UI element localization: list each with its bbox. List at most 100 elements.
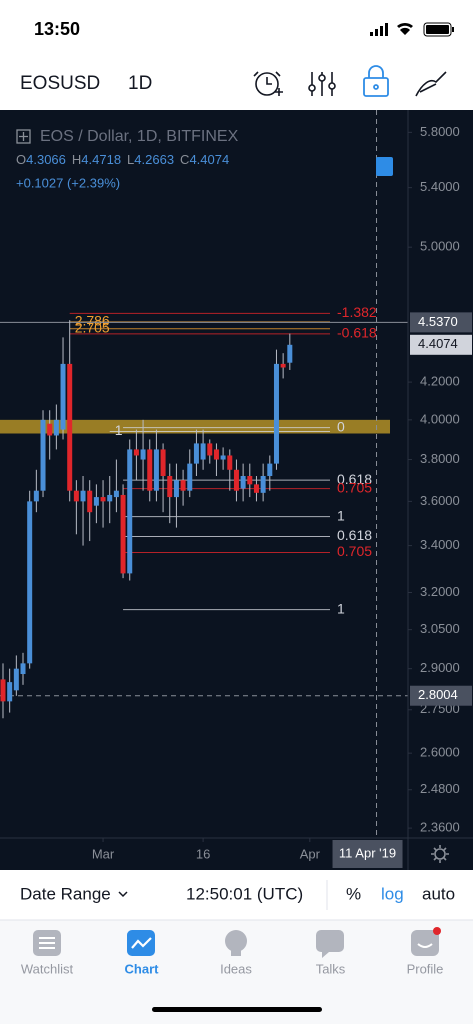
y-tick-label: 2.3600: [420, 820, 460, 835]
price-label-box: [410, 685, 472, 706]
x-tick-label: Apr: [300, 846, 321, 861]
interval[interactable]: 1D: [128, 73, 152, 94]
fib-label: 0.705: [337, 543, 372, 559]
header-bg: [0, 0, 473, 110]
date-range[interactable]: Date Range: [20, 884, 111, 903]
y-tick-label: 2.9000: [420, 660, 460, 675]
candle-body: [13, 668, 19, 691]
candle-body: [87, 490, 93, 513]
fib-label: 0.705: [337, 479, 372, 495]
candle-body: [233, 469, 239, 491]
legend-title: EOS / Dollar, 1D, BITFINEX: [40, 128, 239, 145]
crosshair-label: 11 Apr '19: [339, 845, 396, 860]
y-tick-label: 3.8000: [420, 451, 460, 466]
auto-toggle[interactable]: auto: [422, 884, 455, 903]
candle-body: [73, 490, 79, 502]
y-tick-label: 3.6000: [420, 493, 460, 508]
candle-body: [187, 463, 193, 491]
percent-toggle[interactable]: %: [346, 884, 361, 903]
fib-label: 2.786: [75, 313, 110, 329]
candle-body: [140, 449, 146, 460]
candle-body: [40, 419, 46, 491]
candle-body: [93, 497, 99, 506]
ohlc-key: O: [16, 152, 26, 167]
fib-label: 2.705: [75, 319, 110, 335]
candle-body: [7, 682, 13, 702]
last-price-label: 4.4074: [418, 336, 458, 351]
last-price-box: [410, 334, 472, 355]
ohlc-key: C: [180, 152, 189, 167]
candle-body: [267, 463, 273, 476]
flag-icon[interactable]: [376, 157, 393, 176]
ohlc-value: 4.3066: [26, 152, 66, 167]
y-tick-label: 5.4000: [420, 179, 460, 194]
y-tick-label: 3.2000: [420, 584, 460, 599]
candle-body: [100, 497, 106, 502]
tab-label[interactable]: Watchlist: [21, 961, 74, 976]
tabs: Watchlist Chart Ideas Talks Profile: [21, 961, 444, 976]
legend-ohlc: O4.3066 H4.4718 L4.2663 C4.4074: [16, 152, 229, 167]
y-tick-label: 5.8000: [420, 124, 460, 139]
candle-body: [247, 475, 253, 485]
lock-icon[interactable]: [363, 65, 389, 97]
fib-label: 1: [337, 507, 345, 523]
fib-label: 0.618: [337, 471, 372, 487]
candle-body: [127, 449, 133, 574]
candle-body: [113, 490, 119, 498]
fib-label: 1: [337, 600, 345, 616]
candle-body: [207, 443, 213, 456]
clock: 12:50:01 (UTC): [186, 884, 303, 903]
candle-body: [80, 490, 86, 502]
y-tick-label: 5.0000: [420, 239, 460, 254]
x-tick-label: 16: [196, 846, 210, 861]
settings-gear[interactable]: [431, 845, 449, 863]
tab-label[interactable]: Chart: [125, 961, 160, 976]
candle-body: [200, 443, 206, 460]
drawing-icon[interactable]: [415, 71, 447, 97]
home-indicator: [152, 1007, 322, 1012]
candle-body: [273, 363, 279, 464]
candle-body: [220, 455, 226, 460]
y-tick-label: 2.6000: [420, 745, 460, 760]
fib-label: 0: [337, 418, 345, 434]
candle-body: [280, 363, 286, 368]
alert-icon[interactable]: [253, 71, 283, 96]
y-tick-label: 3.0500: [420, 621, 460, 636]
candle-body: [260, 475, 266, 493]
y-tick-label: 2.4800: [420, 781, 460, 796]
ohlc-value: 4.2663: [134, 152, 174, 167]
candle-body: [253, 484, 259, 493]
symbol[interactable]: EOSUSD: [20, 73, 100, 94]
candle-body: [213, 449, 219, 460]
candle-body: [20, 663, 26, 675]
candle-body: [47, 423, 53, 436]
fib-label: 1: [115, 422, 123, 438]
bottom-bar: [0, 870, 473, 920]
tab-label[interactable]: Profile: [407, 961, 444, 976]
log-toggle[interactable]: log: [381, 884, 404, 903]
candle-body: [167, 475, 173, 498]
y-tick-label: 4.2000: [420, 374, 460, 389]
legend-change: +0.1027 (+2.39%): [16, 175, 120, 190]
candle-body: [153, 449, 159, 491]
plot: 5.8000 5.4000 5.0000 4.2000 4.0000 3.8000 3.60…: [0, 110, 472, 868]
tab-label[interactable]: Talks: [316, 961, 346, 976]
candle-body: [173, 480, 179, 498]
date-range-caret: [118, 891, 128, 898]
ohlc-value: 4.4718: [81, 152, 121, 167]
status-icons: [370, 22, 454, 37]
candle-body: [147, 449, 153, 491]
candle-body: [60, 363, 66, 430]
price-label: 4.5370: [418, 314, 458, 329]
price-label: 2.8004: [418, 687, 458, 702]
candle-body: [33, 490, 39, 502]
tab-label[interactable]: Ideas: [220, 961, 252, 976]
candle-body: [27, 501, 33, 664]
indicators-icon[interactable]: [308, 72, 336, 96]
ohlc-key: L: [127, 152, 134, 167]
crosshair-box: [332, 840, 403, 868]
price-label-box: [410, 312, 472, 333]
legend-box-icon[interactable]: [16, 129, 31, 144]
candle-body: [120, 494, 126, 574]
